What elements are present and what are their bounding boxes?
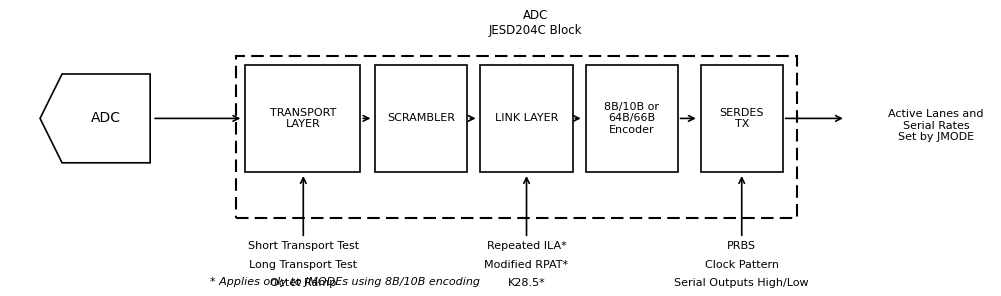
Text: Serial Outputs High/Low: Serial Outputs High/Low xyxy=(675,278,809,288)
Bar xyxy=(586,65,678,172)
Text: Long Transport Test: Long Transport Test xyxy=(249,260,357,270)
Text: * Applies only to JMODEs using 8B/10B encoding: * Applies only to JMODEs using 8B/10B en… xyxy=(210,277,480,287)
Text: Active Lanes and
Serial Rates
Set by JMODE: Active Lanes and Serial Rates Set by JMO… xyxy=(888,109,984,142)
Text: Octet Ramp: Octet Ramp xyxy=(270,278,336,288)
Text: ADC
JESD204C Block: ADC JESD204C Block xyxy=(488,9,583,37)
Text: SERDES
TX: SERDES TX xyxy=(720,108,764,129)
Text: PRBS: PRBS xyxy=(728,241,756,251)
Text: TRANSPORT
LAYER: TRANSPORT LAYER xyxy=(269,108,336,129)
Bar xyxy=(236,56,797,218)
Text: K28.5*: K28.5* xyxy=(508,278,546,288)
Text: Repeated ILA*: Repeated ILA* xyxy=(486,241,567,251)
Bar xyxy=(245,65,360,172)
Text: Short Transport Test: Short Transport Test xyxy=(247,241,359,251)
Text: ADC: ADC xyxy=(91,111,121,126)
Bar xyxy=(701,65,783,172)
Bar xyxy=(480,65,573,172)
Text: 8B/10B or
64B/66B
Encoder: 8B/10B or 64B/66B Encoder xyxy=(605,102,659,135)
Text: SCRAMBLER: SCRAMBLER xyxy=(387,113,455,123)
Polygon shape xyxy=(40,74,150,163)
Bar xyxy=(375,65,467,172)
Text: Clock Pattern: Clock Pattern xyxy=(705,260,779,270)
Text: Modified RPAT*: Modified RPAT* xyxy=(484,260,569,270)
Text: LINK LAYER: LINK LAYER xyxy=(494,113,559,123)
